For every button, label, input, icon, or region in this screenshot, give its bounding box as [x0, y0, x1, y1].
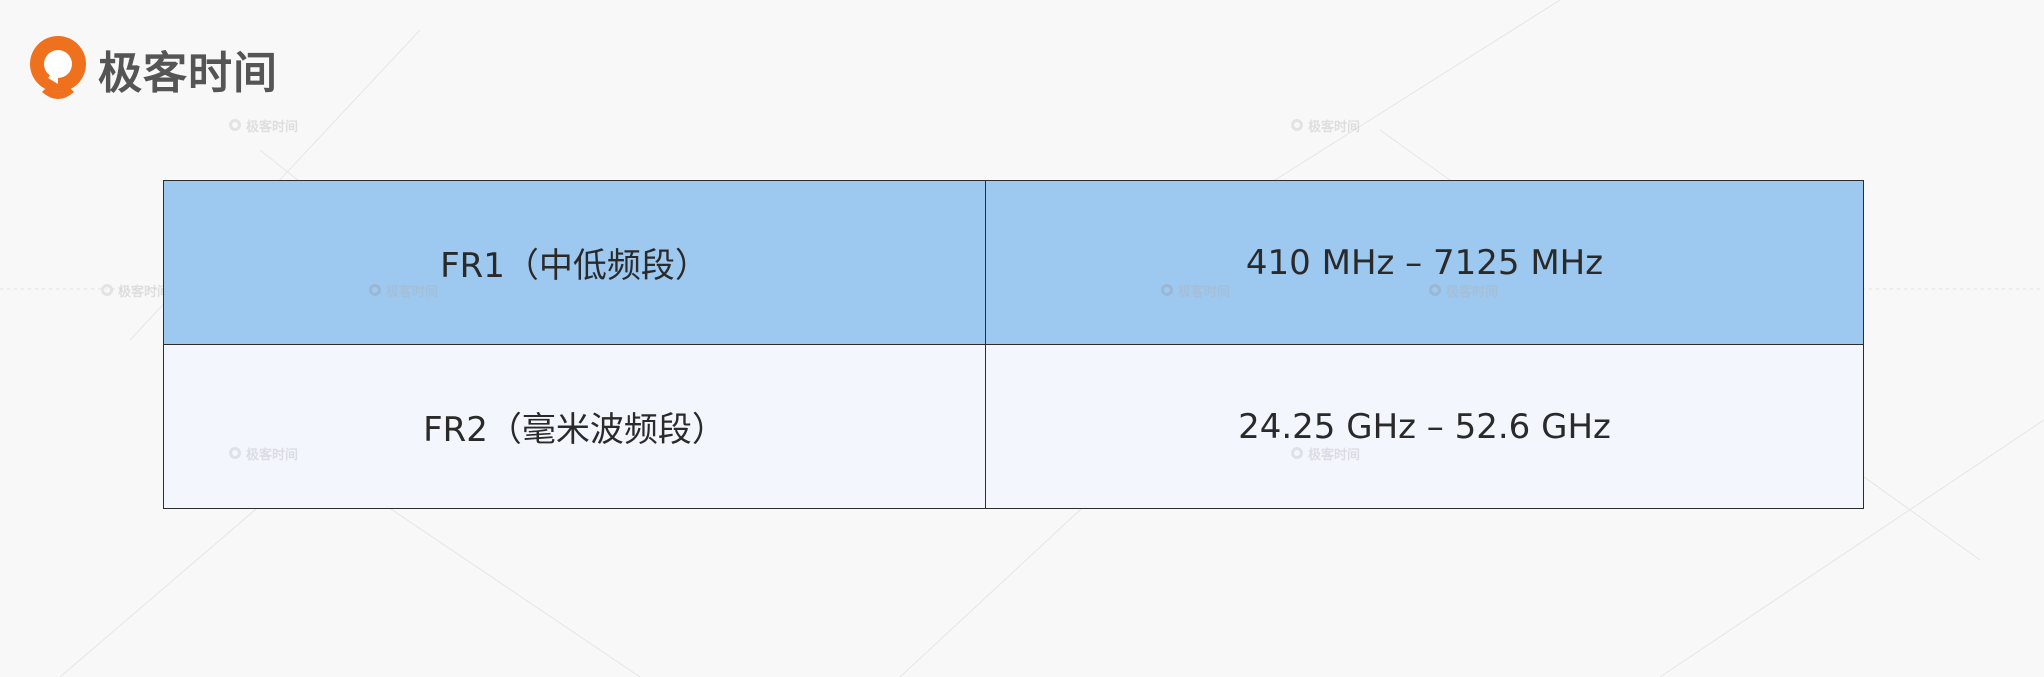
table-row: FR1（中低频段） 410 MHz – 7125 MHz: [163, 180, 1864, 345]
brand-name: 极客时间: [98, 48, 278, 99]
band-name-cell: FR1（中低频段）: [163, 180, 986, 345]
brand-logo: 极客时间: [28, 34, 278, 104]
table-row: FR2（毫米波频段） 24.25 GHz – 52.6 GHz: [163, 344, 1864, 509]
frequency-range-cell: 24.25 GHz – 52.6 GHz: [985, 344, 1864, 509]
frequency-range-cell: 410 MHz – 7125 MHz: [985, 180, 1864, 345]
frequency-range-table: FR1（中低频段） 410 MHz – 7125 MHz FR2（毫米波频段） …: [163, 180, 1864, 509]
band-name-cell: FR2（毫米波频段）: [163, 344, 986, 509]
geektime-logo-icon: [30, 36, 86, 99]
